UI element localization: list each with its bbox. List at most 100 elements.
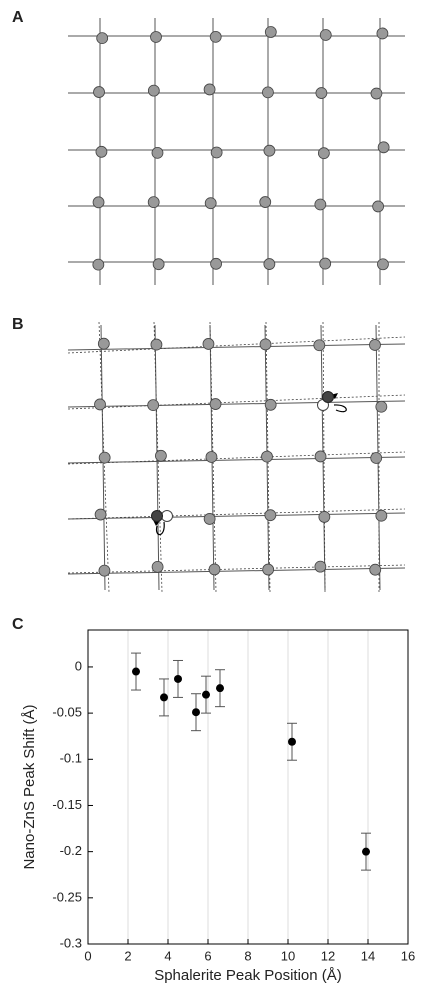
atom (98, 564, 111, 577)
atom (375, 509, 388, 522)
data-point (288, 737, 296, 746)
x-tick-label: 6 (204, 948, 211, 963)
atom (259, 338, 272, 351)
atom (151, 560, 164, 573)
x-tick-label: 12 (321, 948, 335, 963)
lattice-line (67, 343, 406, 351)
atom (209, 398, 222, 410)
x-tick-label: 0 (84, 948, 91, 963)
x-tick-label: 8 (244, 948, 251, 963)
atom (314, 450, 327, 463)
x-tick-label: 10 (281, 948, 295, 963)
y-tick-label: -0.2 (60, 843, 82, 858)
lattice-line (67, 400, 406, 408)
atom (262, 563, 275, 576)
lattice-line (67, 567, 406, 575)
atom (98, 451, 111, 464)
x-tick-label: 2 (124, 948, 131, 963)
lattice-b (67, 321, 406, 593)
atom (210, 257, 222, 270)
data-point (216, 684, 224, 693)
x-tick-label: 14 (361, 948, 375, 963)
lattice-dash (67, 394, 406, 410)
panel-label: C (12, 616, 24, 633)
atom (315, 87, 328, 99)
atom (377, 141, 390, 154)
atom (202, 338, 215, 350)
atom (94, 398, 106, 411)
atom (314, 198, 327, 211)
data-point (160, 693, 168, 702)
atom (147, 84, 160, 97)
lattice-dash (153, 321, 163, 593)
atom (209, 30, 222, 43)
atom (377, 258, 389, 271)
atom (208, 563, 221, 576)
data-point (192, 708, 200, 717)
panel-label: B (12, 316, 24, 333)
y-tick-label: -0.25 (52, 889, 82, 904)
lattice-dash (209, 321, 217, 593)
atom (318, 511, 331, 523)
atom (92, 258, 105, 271)
atom (376, 27, 389, 40)
atom (204, 197, 217, 210)
atom (317, 147, 330, 160)
lattice-dash (265, 321, 271, 593)
atom (151, 146, 164, 159)
atom (263, 144, 276, 157)
atom (262, 86, 274, 99)
atom-old (151, 510, 163, 522)
atom (96, 32, 109, 45)
plot-frame (87, 629, 409, 945)
atom (264, 26, 277, 38)
atom (259, 196, 272, 208)
atom (210, 146, 223, 159)
atom (314, 560, 327, 573)
atom (372, 200, 385, 213)
y-tick-label: -0.05 (52, 705, 82, 720)
atom (263, 258, 276, 270)
atom (375, 400, 388, 413)
lattice-dash (67, 451, 406, 465)
lattice-line (67, 512, 406, 520)
lattice-a (68, 18, 405, 285)
atom (264, 509, 277, 522)
data-point (174, 674, 182, 683)
atom (369, 339, 381, 351)
atom-new (161, 510, 173, 522)
atom (319, 29, 332, 41)
atom (152, 258, 165, 271)
y-tick-label: 0 (75, 658, 82, 673)
atom (203, 83, 216, 96)
lattice-dash (67, 336, 406, 354)
atom (370, 87, 383, 100)
atom (319, 257, 332, 270)
atom (261, 450, 273, 463)
atom (94, 508, 107, 521)
atom (95, 145, 108, 158)
atom (203, 513, 216, 525)
y-axis-label: Nano-ZnS Peak Shift (Å) (21, 704, 38, 869)
move-arrow (155, 521, 165, 536)
lattice-dash (67, 508, 406, 520)
atom-old (322, 391, 334, 403)
y-tick-label: -0.3 (60, 935, 82, 950)
x-tick-label: 4 (164, 948, 171, 963)
atom (150, 338, 163, 351)
atom (147, 196, 160, 209)
atom (205, 451, 218, 463)
atom (92, 196, 105, 209)
lattice-dash (98, 321, 110, 593)
lattice-dash (67, 564, 406, 574)
y-tick-label: -0.15 (52, 797, 82, 812)
data-point (132, 667, 140, 676)
y-tick-label: -0.1 (60, 751, 82, 766)
x-tick-label: 16 (401, 948, 415, 963)
data-point (202, 690, 210, 699)
data-point (362, 847, 370, 856)
atom (313, 339, 326, 352)
x-axis-label: Sphalerite Peak Position (Å) (154, 967, 342, 984)
chart: 0 2 4 6 8 10 12 14 16 0 -0.05 -0.1 -0.15 -0.2 -0.25 -0.… (21, 629, 415, 984)
